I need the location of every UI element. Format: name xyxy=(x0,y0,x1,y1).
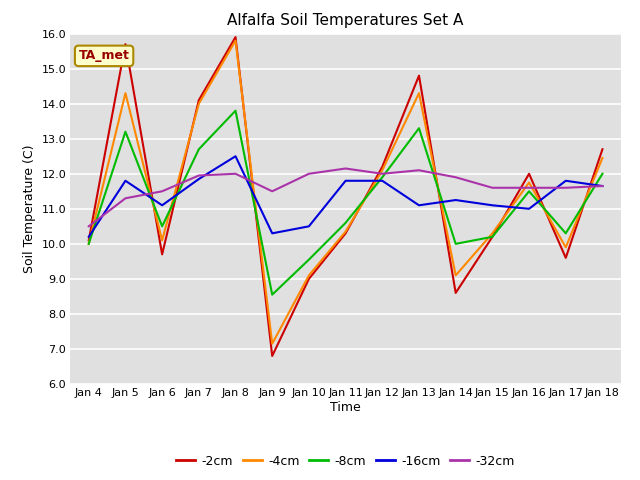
-16cm xyxy=(85,234,93,240)
X-axis label: Time: Time xyxy=(330,401,361,414)
-16cm xyxy=(195,176,203,182)
-2cm xyxy=(85,238,93,243)
-2cm xyxy=(378,164,386,169)
Title: Alfalfa Soil Temperatures Set A: Alfalfa Soil Temperatures Set A xyxy=(227,13,464,28)
-4cm xyxy=(195,101,203,107)
Text: TA_met: TA_met xyxy=(79,49,129,62)
-32cm xyxy=(268,188,276,194)
-16cm xyxy=(268,230,276,236)
-32cm xyxy=(195,173,203,179)
-8cm xyxy=(525,188,533,194)
-2cm xyxy=(342,230,349,236)
-4cm xyxy=(158,238,166,243)
-16cm xyxy=(122,178,129,184)
-8cm xyxy=(268,292,276,298)
-8cm xyxy=(85,241,93,247)
-16cm xyxy=(562,178,570,184)
Line: -32cm: -32cm xyxy=(89,168,602,226)
-4cm xyxy=(415,90,423,96)
Line: -16cm: -16cm xyxy=(89,156,602,237)
-2cm xyxy=(488,234,496,240)
-32cm xyxy=(562,185,570,191)
-2cm xyxy=(195,97,203,103)
-32cm xyxy=(525,185,533,191)
-8cm xyxy=(452,241,460,247)
-8cm xyxy=(342,220,349,226)
-2cm xyxy=(415,73,423,79)
-8cm xyxy=(122,129,129,134)
-2cm xyxy=(268,353,276,359)
-4cm xyxy=(525,180,533,185)
-32cm xyxy=(488,185,496,191)
-16cm xyxy=(598,183,606,189)
-8cm xyxy=(598,171,606,177)
-32cm xyxy=(158,188,166,194)
-16cm xyxy=(415,203,423,208)
-4cm xyxy=(122,90,129,96)
-8cm xyxy=(158,223,166,229)
-16cm xyxy=(158,203,166,208)
-32cm xyxy=(122,195,129,201)
Line: -2cm: -2cm xyxy=(89,37,602,356)
-8cm xyxy=(232,108,239,114)
-16cm xyxy=(452,197,460,203)
-32cm xyxy=(85,223,93,229)
-8cm xyxy=(562,230,570,236)
-4cm xyxy=(305,273,313,278)
-4cm xyxy=(488,230,496,236)
-2cm xyxy=(158,252,166,257)
-8cm xyxy=(195,146,203,152)
-2cm xyxy=(232,34,239,40)
-4cm xyxy=(232,38,239,44)
Line: -4cm: -4cm xyxy=(89,41,602,344)
-8cm xyxy=(415,125,423,131)
-2cm xyxy=(598,146,606,152)
-16cm xyxy=(488,203,496,208)
-32cm xyxy=(305,171,313,177)
-32cm xyxy=(342,166,349,171)
Line: -8cm: -8cm xyxy=(89,111,602,295)
-16cm xyxy=(525,206,533,212)
-16cm xyxy=(232,154,239,159)
-4cm xyxy=(562,244,570,250)
-16cm xyxy=(378,178,386,184)
-32cm xyxy=(378,171,386,177)
Y-axis label: Soil Temperature (C): Soil Temperature (C) xyxy=(23,144,36,273)
-2cm xyxy=(122,41,129,47)
-4cm xyxy=(598,155,606,161)
-2cm xyxy=(525,171,533,177)
-2cm xyxy=(562,255,570,261)
-16cm xyxy=(342,178,349,184)
-32cm xyxy=(415,168,423,173)
-32cm xyxy=(598,183,606,189)
-4cm xyxy=(452,273,460,278)
Legend: -2cm, -4cm, -8cm, -16cm, -32cm: -2cm, -4cm, -8cm, -16cm, -32cm xyxy=(172,450,520,473)
-4cm xyxy=(378,168,386,173)
-2cm xyxy=(452,290,460,296)
-2cm xyxy=(305,276,313,282)
-4cm xyxy=(85,241,93,247)
-4cm xyxy=(268,341,276,347)
-32cm xyxy=(452,174,460,180)
-4cm xyxy=(342,228,349,234)
-8cm xyxy=(378,174,386,180)
-16cm xyxy=(305,223,313,229)
-8cm xyxy=(305,257,313,263)
-8cm xyxy=(488,234,496,240)
-32cm xyxy=(232,171,239,177)
